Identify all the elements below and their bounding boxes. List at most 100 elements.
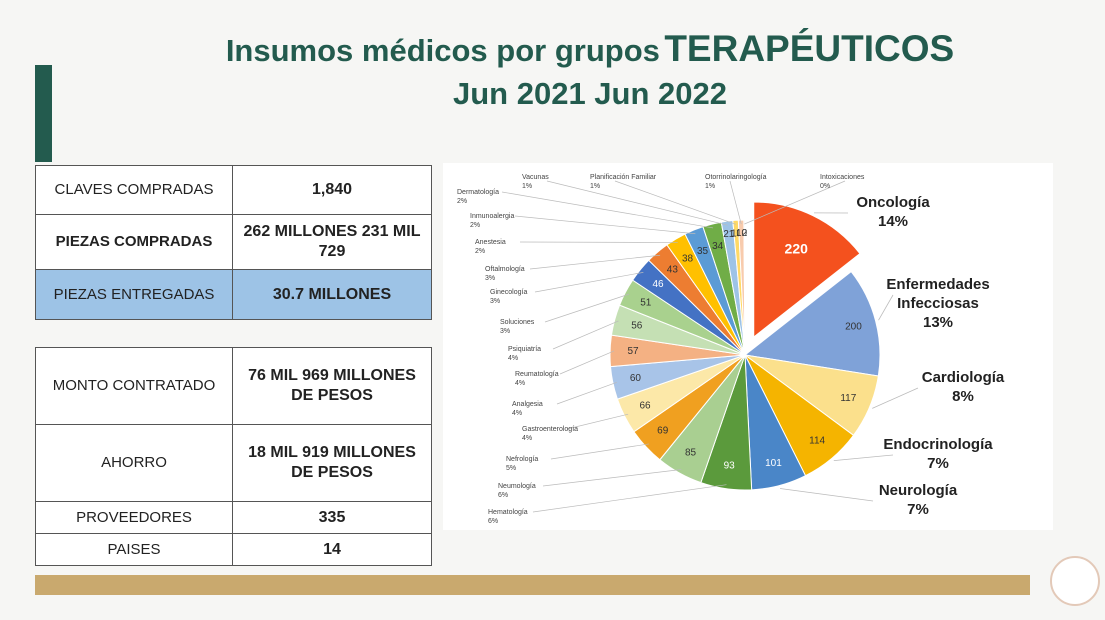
cell: PIEZAS COMPRADAS	[35, 214, 233, 270]
leader-line	[559, 350, 615, 375]
category-label: Soluciones	[500, 319, 535, 326]
slice-value-label: 101	[765, 458, 782, 469]
category-label: Enfermedades Infecciosas	[886, 276, 990, 312]
slice-value-label: 56	[631, 320, 643, 331]
category-label: Cardiología	[921, 369, 1005, 386]
row: AHORRO 18 MIL 919 MILLONES DE PESOS	[35, 424, 432, 502]
share-label: 2%	[475, 248, 486, 255]
slice-value-label: 38	[682, 253, 694, 264]
category-label: Dermatología	[457, 189, 500, 196]
cell: PROVEEDORES	[35, 501, 233, 534]
share-label: 6%	[498, 492, 509, 499]
cell: CLAVES COMPRADAS	[35, 165, 233, 215]
leader-line	[546, 180, 728, 226]
share-label: 13%	[922, 314, 954, 331]
category-label: Analgesia	[512, 401, 543, 408]
share-label: 2%	[470, 222, 481, 229]
slice-value-label: 35	[697, 246, 709, 257]
leader-line	[552, 320, 619, 350]
title-emphasis: TERAPÉUTICOS	[664, 28, 955, 69]
leader-line	[744, 180, 846, 225]
category-label: Reumatología	[515, 371, 559, 378]
share-label: 3%	[500, 328, 511, 335]
footer-bar	[35, 575, 1030, 595]
category-label: Hematología	[488, 509, 528, 516]
leader-line	[872, 387, 919, 409]
share-label: 2%	[457, 198, 468, 205]
share-label: 1%	[705, 183, 716, 190]
category-label: Oftalmología	[485, 266, 525, 273]
share-label: 1%	[590, 183, 601, 190]
pie-slice	[743, 270, 881, 377]
cell: PAISES	[35, 533, 233, 566]
share-label: 3%	[490, 298, 501, 305]
pie-slice	[753, 201, 861, 339]
accent-bar	[35, 65, 52, 162]
leader-line	[878, 294, 894, 321]
leader-line	[729, 180, 742, 225]
category-label: Vacunas	[522, 174, 549, 181]
title: Insumos médicos por grupos TERAPÉUTICOS	[150, 28, 1030, 70]
cell: 1,840	[232, 165, 432, 215]
row: MONTO CONTRATADO 76 MIL 969 MILLONES DE P…	[35, 347, 432, 425]
slice-value-label: 93	[724, 461, 736, 472]
share-label: 7%	[927, 455, 949, 472]
row: PIEZAS COMPRADAS 262 MILLONES 231 MIL 729	[35, 214, 432, 270]
subtitle: Jun 2021 Jun 2022	[453, 76, 727, 111]
cell: PIEZAS ENTREGADAS	[35, 269, 233, 320]
share-label: 4%	[515, 380, 526, 387]
category-label: Neumología	[498, 483, 536, 490]
share-label: 4%	[522, 435, 533, 442]
leader-line	[529, 254, 661, 270]
cell: 76 MIL 969 MILLONES DE PESOS	[232, 347, 432, 425]
category-label: Planificación Familiar	[590, 174, 657, 181]
cell: 14	[232, 533, 432, 566]
slice-value-label: 220	[785, 240, 809, 256]
chart-panel: 220 200 117 114 101 93 85 69 66 60 57 56 51 46 43 38 35 3…	[443, 163, 1053, 530]
share-label: 1%	[522, 183, 533, 190]
share-label: 14%	[877, 213, 909, 230]
slice-value-label: 10	[736, 228, 748, 239]
share-label: 8%	[952, 388, 974, 405]
leader-line	[532, 484, 727, 513]
category-label: Anestesia	[475, 239, 506, 246]
share-label: 4%	[512, 410, 523, 417]
leader-line	[534, 272, 644, 293]
slice-value-label: 2	[742, 228, 748, 239]
slice-value-label: 43	[667, 264, 679, 275]
row: PROVEEDORES 335	[35, 501, 432, 534]
category-label: Inmunoalergia	[470, 213, 515, 220]
category-label: Oncología	[856, 194, 930, 211]
row: PIEZAS ENTREGADAS 30.7 MILLONES	[35, 269, 432, 320]
slice-value-label: 10	[731, 228, 743, 239]
leader-line	[544, 293, 630, 323]
share-label: 6%	[488, 518, 499, 525]
leader-line	[556, 381, 617, 405]
slice-value-label: 60	[630, 373, 642, 384]
cell: 335	[232, 501, 432, 534]
category-label: Ginecología	[490, 289, 528, 296]
title-lead: Insumos médicos por grupos	[225, 33, 660, 68]
leader-line	[501, 191, 714, 229]
slice-value-label: 66	[639, 400, 651, 411]
leader-line	[833, 454, 894, 462]
leader-line	[614, 180, 736, 225]
slice-value-label: 200	[845, 321, 862, 332]
share-label: 4%	[508, 355, 519, 362]
slice-value-label: 85	[685, 448, 697, 459]
category-label: Nefrología	[506, 456, 539, 463]
slice-value-label: 117	[840, 393, 856, 404]
row: CLAVES COMPRADAS 1,840	[35, 165, 432, 215]
share-label: 5%	[506, 465, 517, 472]
slice-value-label: 51	[640, 298, 652, 309]
share-label: 7%	[907, 501, 929, 518]
slice-value-label: 57	[627, 346, 639, 357]
leader-line	[542, 469, 682, 487]
cell: MONTO CONTRATADO	[35, 347, 233, 425]
leader-line	[550, 443, 649, 460]
category-label: Intoxicaciones	[820, 174, 865, 181]
category-label: Endocrinología	[883, 436, 993, 453]
slice-value-label: 114	[809, 435, 825, 446]
